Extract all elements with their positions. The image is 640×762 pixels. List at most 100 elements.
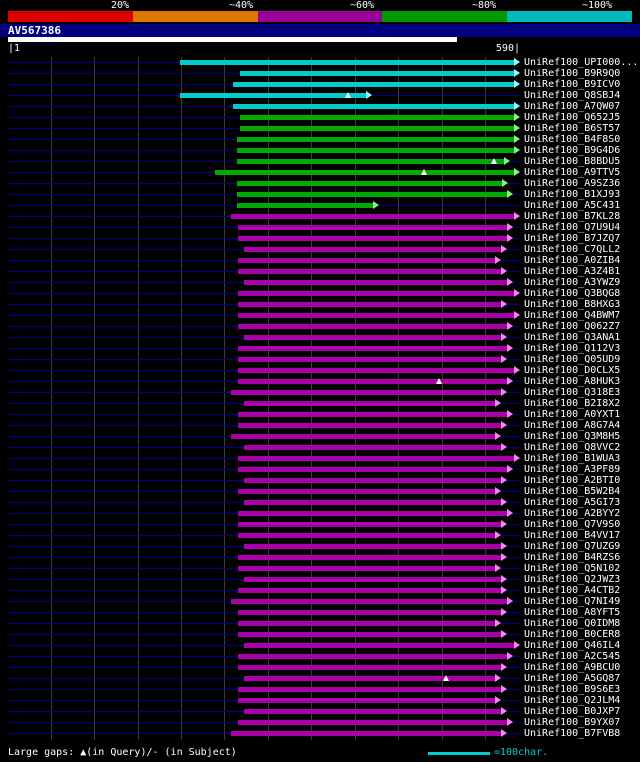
hit-label[interactable]: UniRef100_B7KL28	[524, 211, 621, 222]
hit-label[interactable]: UniRef100_Q4BWM7	[524, 310, 621, 321]
hit-bar[interactable]	[236, 148, 515, 153]
hit-bar[interactable]	[231, 599, 509, 604]
hit-bar[interactable]	[238, 566, 496, 571]
hit-label[interactable]: UniRef100_A9TTV5	[524, 167, 621, 178]
hit-label[interactable]: UniRef100_A5C431	[524, 200, 621, 211]
hit-label[interactable]: UniRef100_B8BDU5	[524, 156, 621, 167]
hit-bar[interactable]	[238, 698, 496, 703]
hit-bar[interactable]	[243, 500, 502, 505]
hit-label[interactable]: UniRef100_B4RZS6	[524, 552, 621, 563]
hit-bar[interactable]	[238, 258, 496, 263]
hit-label[interactable]: UniRef100_A9BCU0	[524, 662, 621, 673]
hit-label[interactable]: UniRef100_B9S6E3	[524, 684, 621, 695]
hit-bar[interactable]	[238, 313, 515, 318]
hit-label[interactable]: UniRef100_Q05UD9	[524, 354, 621, 365]
hit-label[interactable]: UniRef100_B2I8X2	[524, 398, 621, 409]
hit-label[interactable]: UniRef100_B7FVB8	[524, 728, 621, 739]
hit-label[interactable]: UniRef100_A0YXT1	[524, 409, 621, 420]
hit-label[interactable]: UniRef100_Q3M8H5	[524, 431, 621, 442]
hit-bar[interactable]	[238, 412, 509, 417]
hit-bar[interactable]	[238, 610, 502, 615]
hit-label[interactable]: UniRef100_A0ZIB4	[524, 255, 621, 266]
hit-bar[interactable]	[238, 357, 502, 362]
hit-label[interactable]: UniRef100_Q8VVC2	[524, 442, 621, 453]
hit-label[interactable]: UniRef100_A5GI73	[524, 497, 621, 508]
hit-label[interactable]: UniRef100_A4CTB2	[524, 585, 621, 596]
hit-bar[interactable]	[238, 346, 509, 351]
hit-bar[interactable]	[238, 555, 502, 560]
hit-bar[interactable]	[243, 280, 509, 285]
hit-label[interactable]: UniRef100_B4F8S0	[524, 134, 621, 145]
hit-label[interactable]: UniRef100_Q112V3	[524, 343, 621, 354]
hit-label[interactable]: UniRef100_A3PF89	[524, 464, 621, 475]
hit-label[interactable]: UniRef100_B4VV17	[524, 530, 621, 541]
hit-bar[interactable]	[243, 247, 502, 252]
hit-label[interactable]: UniRef100_C7QLL2	[524, 244, 621, 255]
hit-bar[interactable]	[240, 71, 515, 76]
hit-bar[interactable]	[240, 126, 515, 131]
hit-label[interactable]: UniRef100_B1WUA3	[524, 453, 621, 464]
hit-label[interactable]: UniRef100_B9YX07	[524, 717, 621, 728]
hit-bar[interactable]	[243, 401, 496, 406]
hit-label[interactable]: UniRef100_Q2JWZ3	[524, 574, 621, 585]
hit-label[interactable]: UniRef100_UPI000...	[524, 57, 639, 68]
hit-bar[interactable]	[231, 390, 502, 395]
hit-label[interactable]: UniRef100_B0CER8	[524, 629, 621, 640]
hit-bar[interactable]	[238, 522, 502, 527]
hit-label[interactable]: UniRef100_Q7U9U4	[524, 222, 621, 233]
hit-label[interactable]: UniRef100_Q2JLM4	[524, 695, 621, 706]
hit-bar[interactable]	[243, 445, 502, 450]
hit-bar[interactable]	[243, 335, 502, 340]
hit-label[interactable]: UniRef100_A5GQ87	[524, 673, 621, 684]
hit-bar[interactable]	[238, 302, 502, 307]
hit-label[interactable]: UniRef100_Q062Z7	[524, 321, 621, 332]
hit-bar[interactable]	[238, 588, 502, 593]
hit-bar[interactable]	[238, 687, 502, 692]
hit-label[interactable]: UniRef100_Q7NI49	[524, 596, 621, 607]
hit-label[interactable]: UniRef100_Q8SBJ4	[524, 90, 621, 101]
hit-bar[interactable]	[243, 676, 496, 681]
hit-bar[interactable]	[238, 291, 515, 296]
hit-label[interactable]: UniRef100_Q3ANA1	[524, 332, 621, 343]
hit-bar[interactable]	[180, 60, 515, 65]
hit-label[interactable]: UniRef100_B9ICV0	[524, 79, 621, 90]
hit-label[interactable]: UniRef100_Q46IL4	[524, 640, 621, 651]
hit-label[interactable]: UniRef100_A3Z4B1	[524, 266, 621, 277]
hit-label[interactable]: UniRef100_B7JZQ7	[524, 233, 621, 244]
hit-bar[interactable]	[231, 731, 502, 736]
hit-label[interactable]: UniRef100_A2BTI0	[524, 475, 621, 486]
hit-bar[interactable]	[233, 104, 515, 109]
hit-bar[interactable]	[240, 115, 515, 120]
hit-bar[interactable]	[243, 544, 502, 549]
hit-bar[interactable]	[238, 269, 502, 274]
hit-label[interactable]: UniRef100_Q318E3	[524, 387, 621, 398]
hit-bar[interactable]	[180, 93, 368, 98]
hit-label[interactable]: UniRef100_B9R9Q0	[524, 68, 621, 79]
hit-label[interactable]: UniRef100_Q7V9S0	[524, 519, 621, 530]
hit-bar[interactable]	[238, 467, 509, 472]
hit-label[interactable]: UniRef100_B6ST57	[524, 123, 621, 134]
hit-label[interactable]: UniRef100_Q652J5	[524, 112, 621, 123]
hit-bar[interactable]	[238, 225, 509, 230]
hit-bar[interactable]	[238, 632, 502, 637]
hit-bar[interactable]	[243, 478, 502, 483]
hit-bar[interactable]	[236, 203, 375, 208]
hit-bar[interactable]	[231, 434, 496, 439]
hit-label[interactable]: UniRef100_A7QW07	[524, 101, 621, 112]
hit-bar[interactable]	[236, 159, 505, 164]
hit-bar[interactable]	[238, 456, 515, 461]
hit-bar[interactable]	[238, 533, 496, 538]
hit-bar[interactable]	[236, 181, 503, 186]
hit-label[interactable]: UniRef100_A3YWZ9	[524, 277, 621, 288]
hit-label[interactable]: UniRef100_B9G4D6	[524, 145, 621, 156]
hit-bar[interactable]	[238, 665, 502, 670]
hit-label[interactable]: UniRef100_B8HXG3	[524, 299, 621, 310]
hit-bar[interactable]	[238, 379, 509, 384]
hit-bar[interactable]	[214, 170, 515, 175]
hit-label[interactable]: UniRef100_A8HUK3	[524, 376, 621, 387]
hit-label[interactable]: UniRef100_Q7UZG9	[524, 541, 621, 552]
hit-bar[interactable]	[231, 214, 515, 219]
hit-bar[interactable]	[238, 236, 509, 241]
hit-bar[interactable]	[238, 720, 509, 725]
hit-label[interactable]: UniRef100_A2BYY2	[524, 508, 621, 519]
